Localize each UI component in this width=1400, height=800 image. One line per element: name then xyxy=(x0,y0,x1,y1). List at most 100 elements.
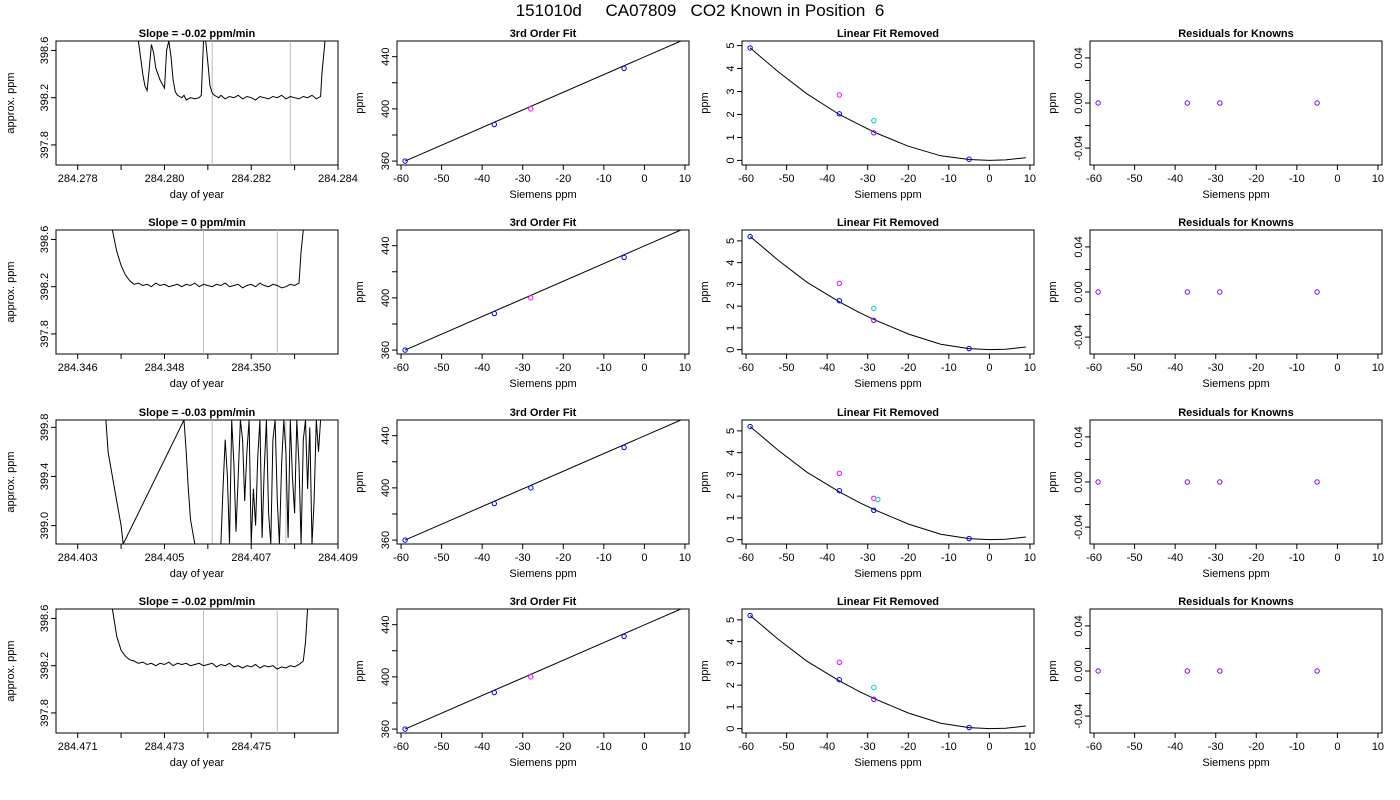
x-tick-label: -20 xyxy=(900,362,916,374)
panel-1-2: Linear Fit Removed -60 -50 -40 -30 -20 -10 0 10 0… xyxy=(699,217,1036,390)
plot-area xyxy=(402,230,682,353)
plot-area xyxy=(111,230,304,354)
x-tick-label: 0 xyxy=(986,741,992,753)
plot-area xyxy=(747,612,1026,731)
data-point xyxy=(621,444,627,451)
panel-2-1: 3rd Order Fit -60 -50 -40 -30 -20 -10 0 10 360 400… xyxy=(354,407,691,580)
x-tick-label: -40 xyxy=(819,741,835,753)
y-tick-label: 399.0 xyxy=(39,512,51,540)
x-tick-label: -60 xyxy=(1086,552,1102,564)
x-tick-label: -30 xyxy=(515,552,531,564)
x-tick-label: -40 xyxy=(474,552,490,564)
x-tick-label: 0 xyxy=(986,362,992,374)
x-axis-label: Siemens ppm xyxy=(509,189,576,201)
x-tick-label: -20 xyxy=(900,173,916,185)
x-axis-label: Siemens ppm xyxy=(1202,757,1269,769)
x-tick-label: -50 xyxy=(434,741,450,753)
data-point xyxy=(402,726,408,732)
y-tick-label: 3 xyxy=(725,281,737,287)
page-title: 151010d CA07809 CO2 Known in Position 6 xyxy=(515,1,885,20)
y-tick-label: 0.04 xyxy=(1073,47,1085,68)
panel-title: Slope = -0.02 ppm/min xyxy=(139,596,256,608)
x-tick-label: 284.348 xyxy=(145,362,185,374)
panel-title: 3rd Order Fit xyxy=(510,596,577,608)
y-axis-label: ppm xyxy=(1047,92,1059,113)
panel-title: Residuals for Knowns xyxy=(1178,596,1294,608)
panel-3-1: 3rd Order Fit -60 -50 -40 -30 -20 -10 0 10 360 400… xyxy=(354,596,691,769)
data-point xyxy=(1314,479,1320,485)
y-tick-label: 1 xyxy=(725,515,737,521)
data-point xyxy=(871,507,877,513)
plot-frame xyxy=(55,40,339,166)
y-tick-label: 0.00 xyxy=(1073,660,1085,681)
y-axis-label: ppm xyxy=(354,471,366,492)
y-tick-label: 440 xyxy=(380,236,392,254)
plot-frame xyxy=(55,229,339,355)
data-point xyxy=(1314,289,1320,295)
y-tick-label: 5 xyxy=(725,617,737,623)
series-line xyxy=(111,609,309,670)
x-tick-label: -60 xyxy=(738,552,754,564)
x-tick-label: -60 xyxy=(393,552,409,564)
data-point xyxy=(1217,668,1223,674)
x-axis-label: Siemens ppm xyxy=(854,568,921,580)
panel-2-3: Residuals for Knowns -60 -50 -40 -30 -20 -10 0 1… xyxy=(1047,407,1384,580)
x-tick-label: -20 xyxy=(555,552,571,564)
x-axis-label: Siemens ppm xyxy=(854,378,921,390)
data-point xyxy=(836,298,843,304)
data-point xyxy=(1095,479,1101,485)
plot-area xyxy=(105,420,325,544)
series-line xyxy=(137,41,326,101)
plot-area xyxy=(402,41,682,164)
y-tick-label: 0.04 xyxy=(1073,615,1085,636)
y-tick-label: 2 xyxy=(725,682,737,688)
plot-frame xyxy=(396,419,690,545)
x-tick-label: 10 xyxy=(1024,362,1036,374)
y-tick-label: 1 xyxy=(725,325,737,331)
x-tick-label: -50 xyxy=(1127,552,1143,564)
data-point xyxy=(491,500,498,507)
x-axis-label: Siemens ppm xyxy=(509,378,576,390)
panel-1-1: 3rd Order Fit -60 -50 -40 -30 -20 -10 0 10 360 400… xyxy=(354,217,691,390)
panel-2-0: Slope = -0.03 ppm/min 284.403 284.405 284.4… xyxy=(5,407,358,580)
plot-area xyxy=(1095,289,1320,295)
x-tick-label: -40 xyxy=(819,362,835,374)
y-tick-label: 3 xyxy=(725,660,737,666)
data-point xyxy=(491,310,498,317)
x-tick-label: -60 xyxy=(738,741,754,753)
y-tick-label: 440 xyxy=(380,47,392,65)
x-tick-label: 284.282 xyxy=(231,173,271,185)
plot-frame xyxy=(741,608,1035,734)
plot-frame xyxy=(1089,40,1383,166)
x-tick-label: 0 xyxy=(641,362,647,374)
data-point xyxy=(621,254,627,261)
x-tick-label: 10 xyxy=(1024,552,1036,564)
x-tick-label: -10 xyxy=(1289,173,1305,185)
x-tick-label: -10 xyxy=(596,741,612,753)
data-point xyxy=(871,117,877,124)
x-tick-label: 284.403 xyxy=(58,552,98,564)
x-tick-label: -20 xyxy=(900,552,916,564)
x-tick-label: -40 xyxy=(1167,552,1183,564)
panel-title: 3rd Order Fit xyxy=(510,28,577,40)
x-tick-label: -20 xyxy=(1248,552,1264,564)
x-tick-label: -10 xyxy=(1289,741,1305,753)
data-point xyxy=(966,724,972,731)
y-tick-label: 360 xyxy=(380,720,392,738)
data-point xyxy=(1217,479,1223,485)
data-point xyxy=(528,485,534,491)
data-point xyxy=(1095,100,1101,106)
plot-area xyxy=(1095,479,1320,485)
x-tick-label: -20 xyxy=(555,741,571,753)
x-tick-label: -50 xyxy=(434,552,450,564)
data-point xyxy=(871,696,877,702)
panel-1-3: Residuals for Knowns -60 -50 -40 -30 -20 -10 0 1… xyxy=(1047,217,1384,390)
data-point xyxy=(836,677,843,683)
x-tick-label: -10 xyxy=(941,173,957,185)
x-tick-label: -20 xyxy=(555,173,571,185)
panel-title: 3rd Order Fit xyxy=(510,217,577,229)
x-axis-label: Siemens ppm xyxy=(509,568,576,580)
x-tick-label: -50 xyxy=(779,362,795,374)
data-point xyxy=(966,345,972,352)
data-point xyxy=(402,347,408,353)
